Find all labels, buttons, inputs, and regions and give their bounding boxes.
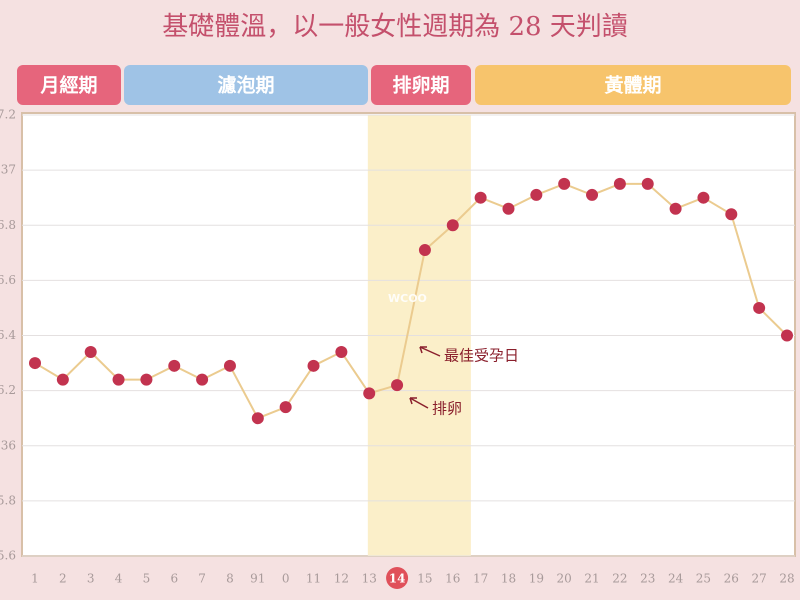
x-tick-label: 20 [557,572,572,586]
data-point [446,219,459,232]
x-tick-label: 6 [170,572,178,586]
data-point [613,177,626,190]
data-point [530,188,543,201]
chart-title: 基礎體溫，以一般女性週期為 28 天判讀 [162,12,628,42]
x-tick-label: 23 [640,572,655,586]
highlight-circle [386,567,409,589]
annotation-arrow [419,346,441,357]
y-tick-label: 6.4 [0,328,16,342]
annotation: 最佳受孕日 [444,347,519,365]
data-point [781,329,793,342]
data-point [279,401,292,414]
y-tick-label: 6.6 [0,273,16,287]
y-tick-label: 36 [1,438,16,452]
x-tick-label: 5 [143,572,151,586]
x-tick-label: 13 [362,572,377,586]
x-tick-label: 26 [724,572,739,586]
watermark: WCOO [388,292,427,305]
data-point [251,412,264,425]
data-point [335,346,348,359]
x-tick-label: 22 [612,572,627,586]
x-tick-label: 19 [529,572,544,586]
data-point [196,373,209,386]
data-point [474,191,487,204]
y-tick-label: 5.6 [0,549,16,563]
x-tick-label: 91 [250,572,265,586]
arrow-head [419,346,427,354]
arrow-head [409,397,417,405]
annotation-arrow [409,397,429,409]
x-tick-label: 4 [115,572,123,586]
x-tick-label: 28 [779,572,794,586]
x-tick-label: 0 [282,572,290,586]
x-tick-label: 18 [501,572,516,586]
data-point [84,346,97,359]
data-point [697,191,710,204]
x-tick-label: 12 [334,572,349,586]
data-point [391,379,404,392]
x-tick-label: 1 [31,572,39,586]
x-tick-label: 21 [584,572,599,586]
phase-bar [17,65,121,105]
data-point [223,359,236,372]
x-tick-label: 25 [696,572,711,586]
data-point [29,357,41,370]
phase-bar [475,65,791,105]
data-point [363,387,376,400]
y-tick-label: 6.2 [0,383,16,397]
x-tick-label: 16 [445,572,460,586]
x-tick-label: 11 [306,572,321,586]
temperature-line [34,182,788,420]
phase-bar [371,65,471,105]
x-tick-label: 7 [198,572,206,586]
phase-bar [124,65,368,105]
phase-label: 月經期 [39,74,97,97]
data-point [168,359,181,372]
data-point [753,301,766,314]
phase-label: 排卵期 [392,74,449,97]
y-tick-label: 7.2 [0,108,16,122]
x-tick-label: 27 [752,572,767,586]
phase-label: 黃體期 [604,74,661,97]
x-tick-label: 14 [389,572,406,586]
data-point [140,373,153,386]
data-point [669,202,682,215]
y-tick-label: 6.8 [0,218,16,232]
annotation: 排卵 [432,400,462,418]
data-point [725,208,738,221]
y-tick-label: 5.8 [0,493,16,507]
x-tick-label: 3 [87,572,95,586]
data-point [56,373,69,386]
data-point [502,202,515,215]
x-tick-label: 8 [226,572,234,586]
y-tick-label: 37 [1,163,16,177]
data-point [418,244,431,257]
data-point [558,177,571,190]
x-tick-label: 17 [473,572,488,586]
data-point [112,373,125,386]
data-point [307,359,320,372]
x-tick-label: 15 [417,572,432,586]
x-tick-label: 24 [668,572,684,586]
data-point [641,177,654,190]
data-point [586,188,599,201]
x-tick-label: 2 [59,572,67,586]
phase-label: 濾泡期 [217,74,274,97]
